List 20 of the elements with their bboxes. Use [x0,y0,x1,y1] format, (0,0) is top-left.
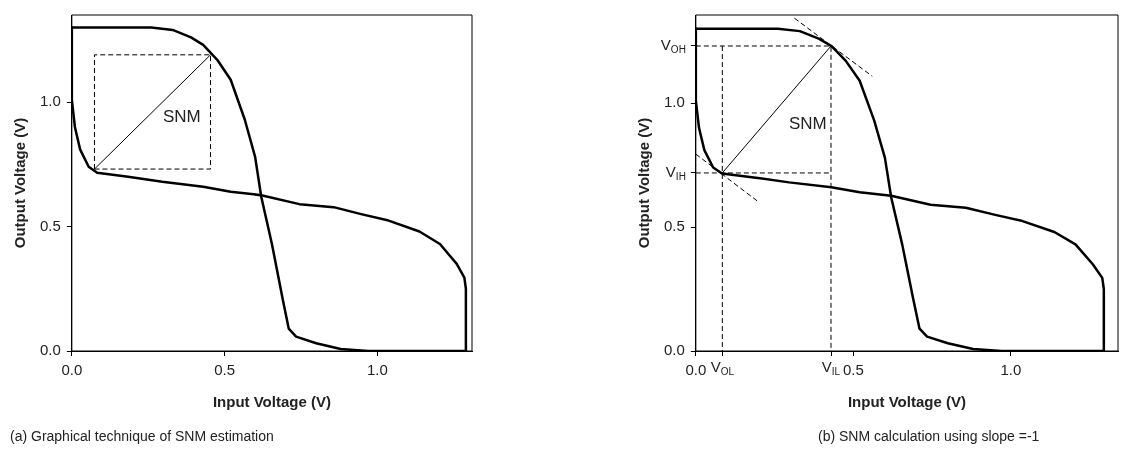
x-tick-label: 0.0 [61,361,83,379]
text: (b) SNM calculation using slope =-1 [818,428,1040,444]
x-tick-label: 1.0 [1000,361,1022,379]
x-axis-title: Input Voltage (V) [847,393,966,411]
x-axis-title: Input Voltage (V) [212,393,331,411]
y-tick-label: 0.5 [39,216,61,234]
x-tick-label: 0.0 [685,361,707,379]
y-tick-label: 0.0 [663,341,685,359]
y-tick-label: 0.0 [39,341,61,359]
annotation: SNM [789,114,827,134]
annotation: SNM [163,107,201,127]
x-tick-label: 0.5 [842,361,864,379]
y-axis-title: Output Voltage (V) [635,117,653,249]
x-tick-label: 1.0 [366,361,388,379]
y-axis-title: Output Voltage (V) [11,117,29,249]
x-tick-label: 0.5 [214,361,236,379]
y-tick-label: 0.5 [663,217,685,235]
y-tick-label: 1.0 [663,93,685,111]
y-tick-label: 1.0 [39,92,61,110]
text: (a) Graphical technique of SNM estimation [10,428,274,444]
